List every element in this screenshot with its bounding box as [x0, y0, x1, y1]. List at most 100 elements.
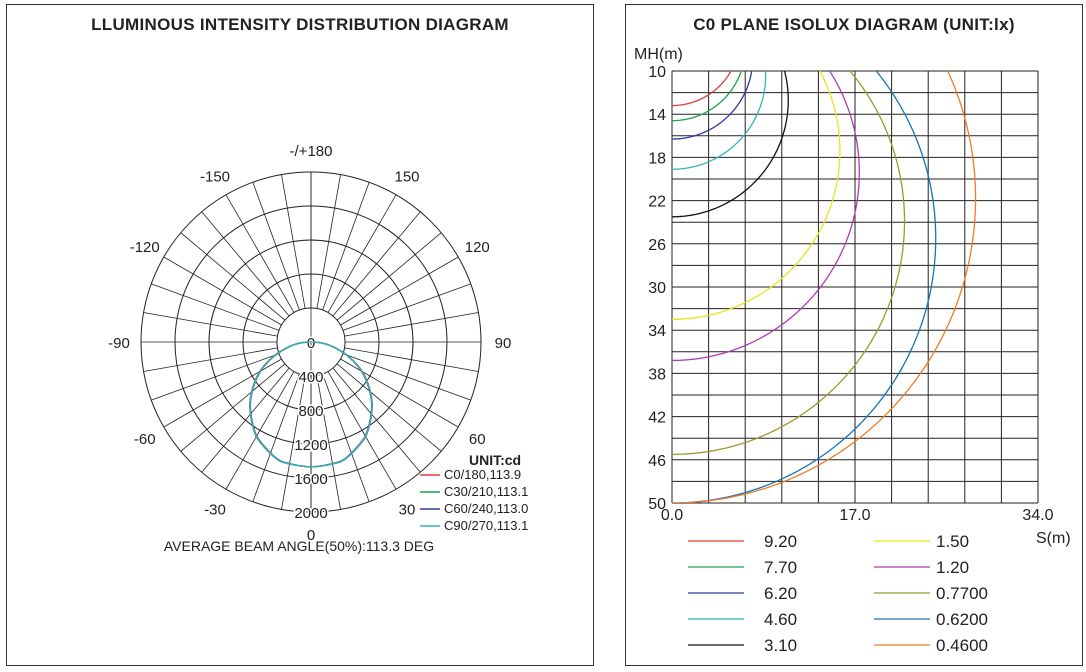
polar-radial-label: 0 [307, 335, 315, 352]
polar-legend-label-2: C30/210,113.1 [444, 484, 528, 499]
polar-angle-label: 150 [394, 169, 419, 186]
polar-spoke [163, 256, 282, 326]
isolux-curve-4 [672, 71, 767, 170]
isolux-curve-1 [672, 71, 732, 107]
polar-spoke [151, 283, 280, 331]
polar-unit-label: UNIT:cd [469, 452, 521, 468]
polar-radial-label: 2000 [294, 505, 327, 522]
isolux-x-axis-label: S(m) [1036, 530, 1071, 547]
isolux-y-tick-label: 30 [648, 280, 666, 297]
polar-spoke [336, 232, 442, 321]
polar-spoke [340, 358, 459, 428]
isolux-legend-label-10: 0.4600 [936, 636, 988, 655]
isolux-grid [671, 70, 1039, 504]
isolux-y-tick-label: 22 [648, 194, 666, 211]
polar-angle-label: -60 [134, 431, 156, 448]
isolux-y-tick-label: 38 [648, 366, 666, 383]
polar-angle-label: -150 [200, 169, 230, 186]
isolux-legend-label-3: 6.20 [764, 584, 797, 603]
polar-curve-4 [249, 341, 373, 468]
isolux-y-tick-label: 26 [648, 237, 666, 254]
polar-spoke [252, 373, 300, 502]
isolux-legend-label-6: 1.50 [936, 532, 969, 551]
polar-spoke [225, 194, 295, 313]
isolux-chart-title: C0 PLANE ISOLUX DIAGRAM (UNIT:lx) [693, 15, 1015, 34]
isolux-curve-3 [672, 71, 753, 140]
isolux-curve-7 [672, 71, 860, 362]
isolux-diagram-panel: C0 PLANE ISOLUX DIAGRAM (UNIT:lx) 10 14 18… [625, 4, 1083, 666]
polar-spoke [327, 194, 397, 313]
isolux-curve-6 [672, 71, 841, 321]
polar-legend-label-3: C60/240,113.0 [444, 501, 528, 516]
polar-grid [140, 171, 482, 513]
polar-spoke [143, 312, 278, 337]
polar-spoke [151, 353, 280, 401]
polar-angle-label: 90 [495, 335, 512, 352]
polar-radial-label: 800 [298, 403, 323, 420]
isolux-y-tick-label: 10 [648, 64, 666, 81]
polar-radial-label: 1200 [294, 437, 327, 454]
isolux-x-tick-label: 0.0 [661, 507, 683, 524]
polar-spoke [252, 182, 300, 311]
isolux-curve-5 [672, 71, 789, 218]
polar-angle-label: 0 [307, 527, 315, 544]
polar-spoke [201, 367, 290, 473]
polar-legend-label-4: C90/270,113.1 [444, 518, 528, 533]
isolux-y-tick-label: 50 [648, 496, 666, 513]
isolux-legend-label-5: 3.10 [764, 636, 797, 655]
polar-spoke [281, 375, 306, 510]
polar-angle-label: -90 [108, 335, 130, 352]
polar-angle-label: 120 [465, 239, 490, 256]
polar-spoke [281, 174, 306, 309]
polar-radial-label: 1600 [294, 471, 327, 488]
polar-spoke [143, 347, 278, 372]
isolux-legend-label-4: 4.60 [764, 610, 797, 629]
polar-spoke [316, 375, 341, 510]
polar-spoke [225, 371, 295, 490]
polar-chart: -/+180 150 -150 120 -120 90 -90 60 -60 30 -30 0 0 400… [108, 143, 528, 554]
polar-radial-label: 400 [298, 369, 323, 386]
isolux-x-tick-label: 17.0 [839, 507, 870, 524]
polar-spoke [344, 312, 479, 337]
isolux-y-tick-label: 14 [648, 107, 666, 124]
isolux-legend-label-7: 1.20 [936, 558, 969, 577]
polar-angle-label: 60 [469, 431, 486, 448]
polar-spoke [342, 353, 471, 401]
polar-angle-label: -120 [130, 239, 160, 256]
polar-spoke [316, 174, 341, 309]
polar-spoke [332, 211, 421, 317]
polar-angle-label: -/+180 [290, 143, 333, 160]
isolux-y-tick-label: 18 [648, 150, 666, 167]
polar-spoke [327, 371, 397, 490]
polar-spoke [332, 367, 421, 473]
polar-chart-title: LLUMINOUS INTENSITY DISTRIBUTION DIAGRAM [91, 15, 509, 34]
polar-angle-label: -30 [204, 501, 226, 518]
polar-legend-label-1: C0/180,113.9 [444, 467, 521, 482]
intensity-distribution-panel: LLUMINOUS INTENSITY DISTRIBUTION DIAGRAM… [6, 4, 594, 666]
beam-angle-annotation: AVERAGE BEAM ANGLE(50%):113.3 DEG [164, 538, 434, 554]
isolux-curve-8 [672, 71, 906, 456]
isolux-y-axis-label: MH(m) [634, 46, 683, 63]
isolux-y-tick-label: 42 [648, 410, 666, 427]
isolux-x-tick-label: 34.0 [1022, 507, 1053, 524]
isolux-curve-9 [672, 71, 937, 503]
polar-spoke [180, 232, 286, 321]
isolux-chart: 10 14 18 22 26 30 34 38 42 46 500.0 17.0 34.0 MH(m) S(… [634, 46, 1071, 655]
polar-spoke [163, 358, 282, 428]
polar-spoke [344, 347, 479, 372]
isolux-legend-label-1: 9.20 [764, 532, 797, 551]
isolux-curve-2 [672, 71, 742, 122]
isolux-legend-label-8: 0.7700 [936, 584, 988, 603]
polar-spoke [342, 283, 471, 331]
polar-spoke [340, 256, 459, 326]
polar-spoke [322, 182, 370, 311]
isolux-y-tick-label: 46 [648, 453, 666, 470]
polar-angle-label: 30 [399, 501, 416, 518]
isolux-legend-label-9: 0.6200 [936, 610, 988, 629]
polar-spoke [336, 363, 442, 452]
isolux-legend-label-2: 7.70 [764, 558, 797, 577]
isolux-curve-10 [672, 71, 977, 503]
polar-spoke [322, 373, 370, 502]
isolux-curves [672, 71, 977, 503]
polar-spoke [201, 211, 290, 317]
